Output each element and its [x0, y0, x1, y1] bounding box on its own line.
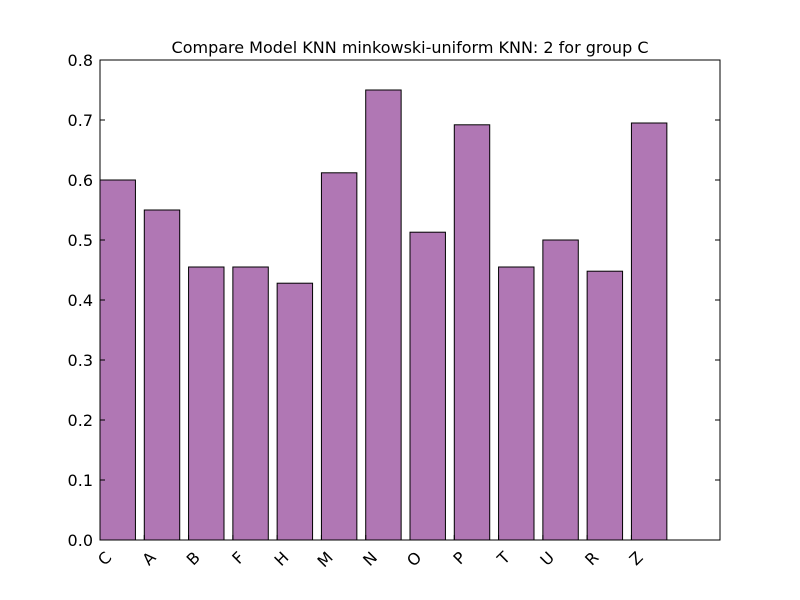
bar-T [498, 266, 535, 541]
bar-R [586, 270, 624, 541]
y-tick-label: 0.2 [68, 411, 93, 430]
y-tick-label: 0.5 [68, 231, 93, 250]
y-tick-label: 0.4 [68, 291, 93, 310]
y-tick-label: 0.1 [68, 471, 93, 490]
bar-N [365, 89, 402, 541]
y-tick-label: 0.3 [68, 351, 93, 370]
bar-F [232, 266, 269, 541]
chart-title: Compare Model KNN minkowski-uniform KNN:… [172, 38, 649, 57]
y-tick-label: 0.8 [68, 51, 93, 70]
bar-U [542, 239, 579, 541]
bar-Z [630, 122, 668, 541]
bar-B [188, 266, 225, 541]
bars-group [99, 89, 668, 541]
bar-O [409, 231, 446, 541]
bar-A [143, 209, 181, 541]
bar-C [99, 179, 136, 541]
plot-frame [99, 59, 721, 541]
bar-P [453, 124, 491, 541]
y-axis: 0.0 0.1 0.2 0.3 0.4 0.5 0.6 0.7 0.8 [68, 51, 720, 550]
bar-H [276, 282, 314, 541]
bar-M [320, 172, 358, 541]
y-tick-label: 0.6 [68, 171, 93, 190]
y-tick-label: 0.7 [68, 111, 93, 130]
y-tick-label: 0.0 [68, 531, 93, 550]
